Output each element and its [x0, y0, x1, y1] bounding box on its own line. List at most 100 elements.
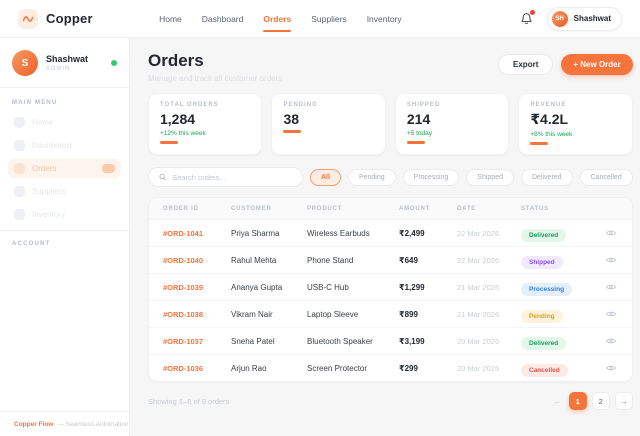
nav-home[interactable]: Home	[159, 13, 182, 24]
date: 22 Mar 2026	[457, 255, 500, 265]
stat-card-revenue: REVENUE ₹4.2L +8% this week	[518, 93, 633, 155]
table-row[interactable]: #ORD-1037 Sneha Patel Bluetooth Speaker …	[149, 327, 632, 354]
amount: ₹649	[399, 255, 418, 265]
filter-pill-shipped[interactable]: Shipped	[466, 168, 514, 186]
search-input[interactable]	[172, 172, 292, 182]
inventory-icon	[14, 209, 25, 220]
status-badge: Processing	[521, 283, 573, 296]
date: 22 Mar 2026	[457, 228, 500, 238]
page-title: Orders	[148, 51, 204, 70]
accent-dash	[283, 130, 302, 133]
amount: ₹299	[399, 363, 418, 373]
prev-page-arrow[interactable]: ←	[552, 396, 562, 406]
page-subtitle: Manage and track all customer orders	[148, 74, 283, 83]
date: 20 Mar 2026	[457, 336, 500, 346]
page-button-1[interactable]: 1	[568, 392, 587, 410]
sidebar-item-suppliers[interactable]: Suppliers	[8, 182, 121, 201]
table-row[interactable]: #ORD-1040 Rahul Mehta Phone Stand ₹649 2…	[149, 246, 632, 273]
status-badge: Delivered	[521, 337, 567, 350]
customer: Vikram Nair	[231, 309, 273, 319]
status-badge: Shipped	[521, 256, 563, 269]
sidebar-item-orders[interactable]: Orders	[8, 159, 121, 178]
filter-row: All Pending Processing Shipped Delivered…	[148, 167, 633, 187]
brand-logo-icon	[18, 8, 38, 29]
order-id: #ORD-1039	[163, 282, 204, 292]
sidebar: S Shashwat ADMIN MAIN MENU Home Dashboar…	[0, 38, 130, 436]
search-icon	[159, 173, 166, 181]
orders-count-badge	[102, 164, 115, 173]
filter-pill-processing[interactable]: Processing	[402, 168, 460, 186]
view-order-icon[interactable]	[606, 310, 622, 318]
table-row[interactable]: #ORD-1038 Vikram Nair Laptop Sleeve ₹899…	[149, 300, 632, 327]
nav-inventory[interactable]: Inventory	[366, 13, 402, 24]
sidebar-item-inventory[interactable]: Inventory	[8, 205, 121, 224]
filter-pill-pending[interactable]: Pending	[347, 168, 396, 186]
top-right-group: SH Shashwat	[520, 6, 622, 31]
sidebar-footer: Copper Flow — Seamless Automation	[0, 411, 129, 436]
next-page-button[interactable]: →	[614, 392, 633, 410]
sidebar-item-dashboard[interactable]: Dashboard	[8, 136, 121, 155]
date: 20 Mar 2026	[457, 363, 500, 373]
product: Wireless Earbuds	[307, 228, 370, 238]
accent-dash	[406, 141, 425, 144]
customer: Arjun Rao	[231, 363, 267, 373]
filter-pill-cancelled[interactable]: Cancelled	[579, 168, 633, 186]
table-row[interactable]: #ORD-1036 Arjun Rao Screen Protector ₹29…	[149, 354, 632, 381]
notification-dot	[529, 9, 535, 15]
top-nav: Home Dashboard Orders Suppliers Inventor…	[159, 13, 402, 32]
sidebar-section-account: ACCOUNT	[0, 230, 129, 252]
orders-table: ORDER ID CUSTOMER PRODUCT AMOUNT DATE ST…	[148, 197, 633, 382]
sidebar-section-main-menu: MAIN MENU	[12, 100, 58, 106]
amount: ₹1,299	[399, 282, 425, 292]
product: Phone Stand	[307, 255, 354, 265]
order-id: #ORD-1037	[163, 336, 204, 346]
date: 21 Mar 2026	[457, 282, 500, 292]
nav-suppliers[interactable]: Suppliers	[311, 13, 347, 24]
main-content: Orders Manage and track all customer ord…	[130, 38, 640, 436]
status-badge: Pending	[521, 310, 563, 323]
amount: ₹2,499	[399, 228, 425, 238]
user-name: Shashwat	[573, 14, 611, 23]
filter-pill-delivered[interactable]: Delivered	[521, 168, 573, 186]
sidebar-item-home[interactable]: Home	[8, 113, 121, 132]
product: Laptop Sleeve	[307, 309, 359, 319]
table-footer: Showing 1–6 of 9 orders ← 1 2 →	[148, 392, 633, 410]
new-order-button[interactable]: + New Order	[561, 54, 633, 75]
page-button-2[interactable]: 2	[591, 392, 610, 410]
view-order-icon[interactable]	[606, 337, 622, 345]
user-menu[interactable]: SH Shashwat	[546, 6, 622, 31]
search-box[interactable]	[148, 167, 303, 187]
order-id: #ORD-1036	[163, 363, 204, 373]
product: Bluetooth Speaker	[307, 336, 373, 346]
order-id: #ORD-1041	[163, 228, 204, 238]
view-order-icon[interactable]	[606, 283, 622, 291]
sidebar-user-name: Shashwat	[46, 54, 89, 64]
nav-orders[interactable]: Orders	[263, 13, 292, 32]
view-order-icon[interactable]	[606, 364, 622, 372]
view-order-icon[interactable]	[606, 256, 622, 264]
table-row[interactable]: #ORD-1041 Priya Sharma Wireless Earbuds …	[149, 219, 632, 246]
footer-brand: Copper Flow	[14, 420, 54, 428]
top-bar: Copper Home Dashboard Orders Suppliers I…	[0, 0, 640, 38]
dashboard-icon	[14, 140, 25, 151]
order-id: #ORD-1040	[163, 255, 204, 265]
nav-dashboard[interactable]: Dashboard	[201, 13, 244, 24]
sidebar-user-card[interactable]: S Shashwat ADMIN	[0, 38, 129, 88]
online-status-dot	[111, 60, 117, 66]
sidebar-avatar: S	[12, 50, 38, 76]
product: USB-C Hub	[307, 282, 349, 292]
notification-bell-icon[interactable]	[520, 9, 535, 26]
wave-icon	[22, 15, 34, 22]
customer: Ananya Gupta	[231, 282, 283, 292]
product: Screen Protector	[307, 363, 368, 373]
export-button[interactable]: Export	[498, 54, 554, 75]
pagination: ← 1 2 →	[551, 392, 633, 410]
brand-name: Copper	[46, 11, 93, 26]
results-summary: Showing 1–6 of 9 orders	[148, 396, 230, 406]
status-badge: Cancelled	[521, 364, 568, 377]
stats-row: TOTAL ORDERS 1,284 +12% this week PENDIN…	[148, 93, 633, 155]
table-row[interactable]: #ORD-1039 Ananya Gupta USB-C Hub ₹1,299 …	[149, 273, 632, 300]
footer-tagline: — Seamless Automation	[57, 420, 129, 428]
filter-pill-all[interactable]: All	[310, 168, 341, 186]
view-order-icon[interactable]	[606, 229, 622, 237]
